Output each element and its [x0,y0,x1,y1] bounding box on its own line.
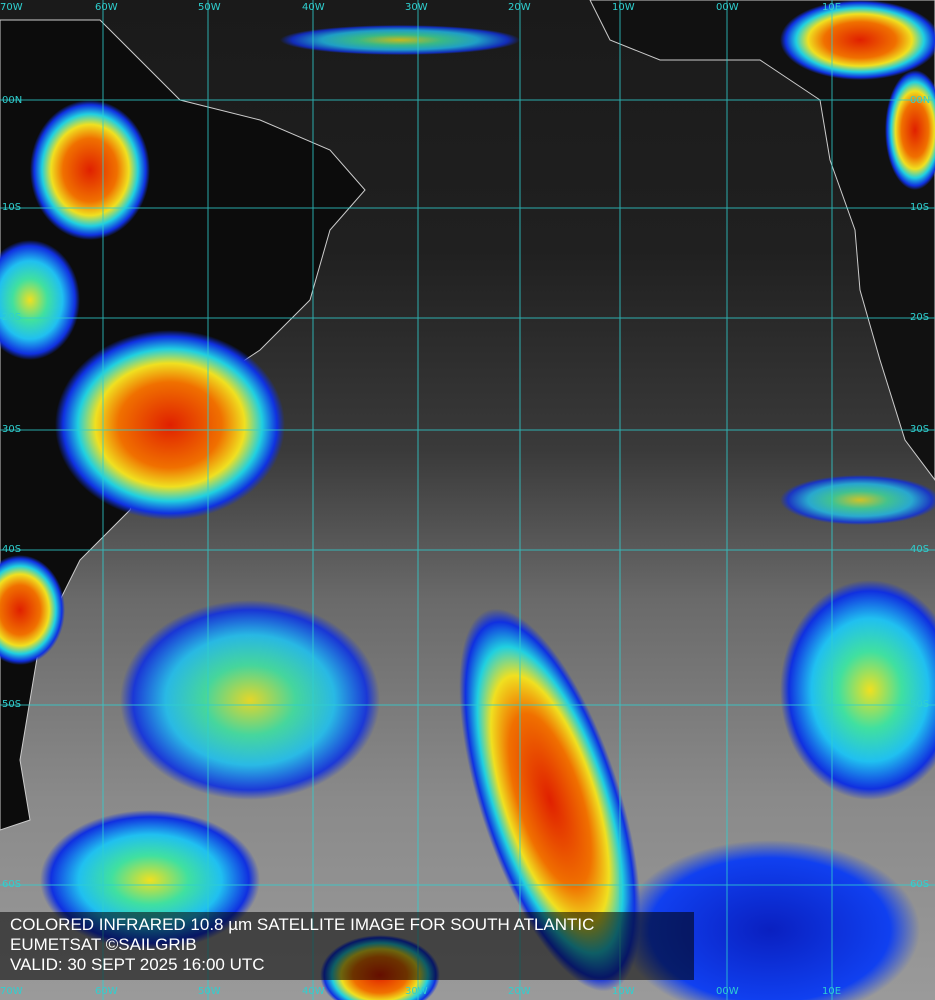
lon-label: 40W [302,986,325,997]
lat-label: 20S [910,312,930,323]
lat-label: 50S [910,699,930,710]
lat-label: 10S [910,202,930,213]
lon-label: 10E [822,986,842,997]
africa-land [589,0,935,481]
lon-label: 50W [198,986,221,997]
lat-label: 30S [910,424,930,435]
lat-label: 60S [910,879,930,890]
lat-label: 10S [2,202,22,213]
lon-label: 20W [508,986,531,997]
lon-label: 00W [716,986,739,997]
cloud-system [459,608,641,992]
lat-label: 00N [2,95,23,106]
lon-label: 70W [0,2,23,13]
cloud-system [120,600,380,800]
lat-label: 60S [2,879,22,890]
lat-label: 40S [2,544,22,555]
cloud-system [30,100,150,240]
cloud-system [780,475,935,525]
cloud-system [0,240,80,360]
lon-label: 10W [612,986,635,997]
lon-label: 60W [95,986,118,997]
lon-label: 10E [822,2,842,13]
lon-label: 00W [716,2,739,13]
cloud-system [280,25,520,55]
lon-label: 60W [95,2,118,13]
lon-label: 30W [405,986,428,997]
caption-title: COLORED INFRARED 10.8 µm SATELLITE IMAGE… [10,915,595,934]
lon-label: 70W [0,986,23,997]
cloud-system [620,840,920,1000]
lat-label: 50S [2,699,22,710]
cloud-system [0,555,65,665]
caption-credit: EUMETSAT ©SAILGRIB [10,935,197,954]
cloud-system [780,580,935,800]
lon-label: 20W [508,2,531,13]
lon-label: 10W [612,2,635,13]
lon-label: 50W [198,2,221,13]
lon-label: 30W [405,2,428,13]
lat-label: 20S [2,312,22,323]
lat-label: 00N [910,95,931,106]
cloud-system [55,330,285,520]
lat-label: 40S [910,544,930,555]
cloud-system [780,0,935,80]
lon-label: 40W [302,2,325,13]
image-caption: COLORED INFRARED 10.8 µm SATELLITE IMAGE… [0,912,694,980]
caption-valid-time: VALID: 30 SEPT 2025 16:00 UTC [10,955,265,974]
lat-label: 30S [2,424,22,435]
